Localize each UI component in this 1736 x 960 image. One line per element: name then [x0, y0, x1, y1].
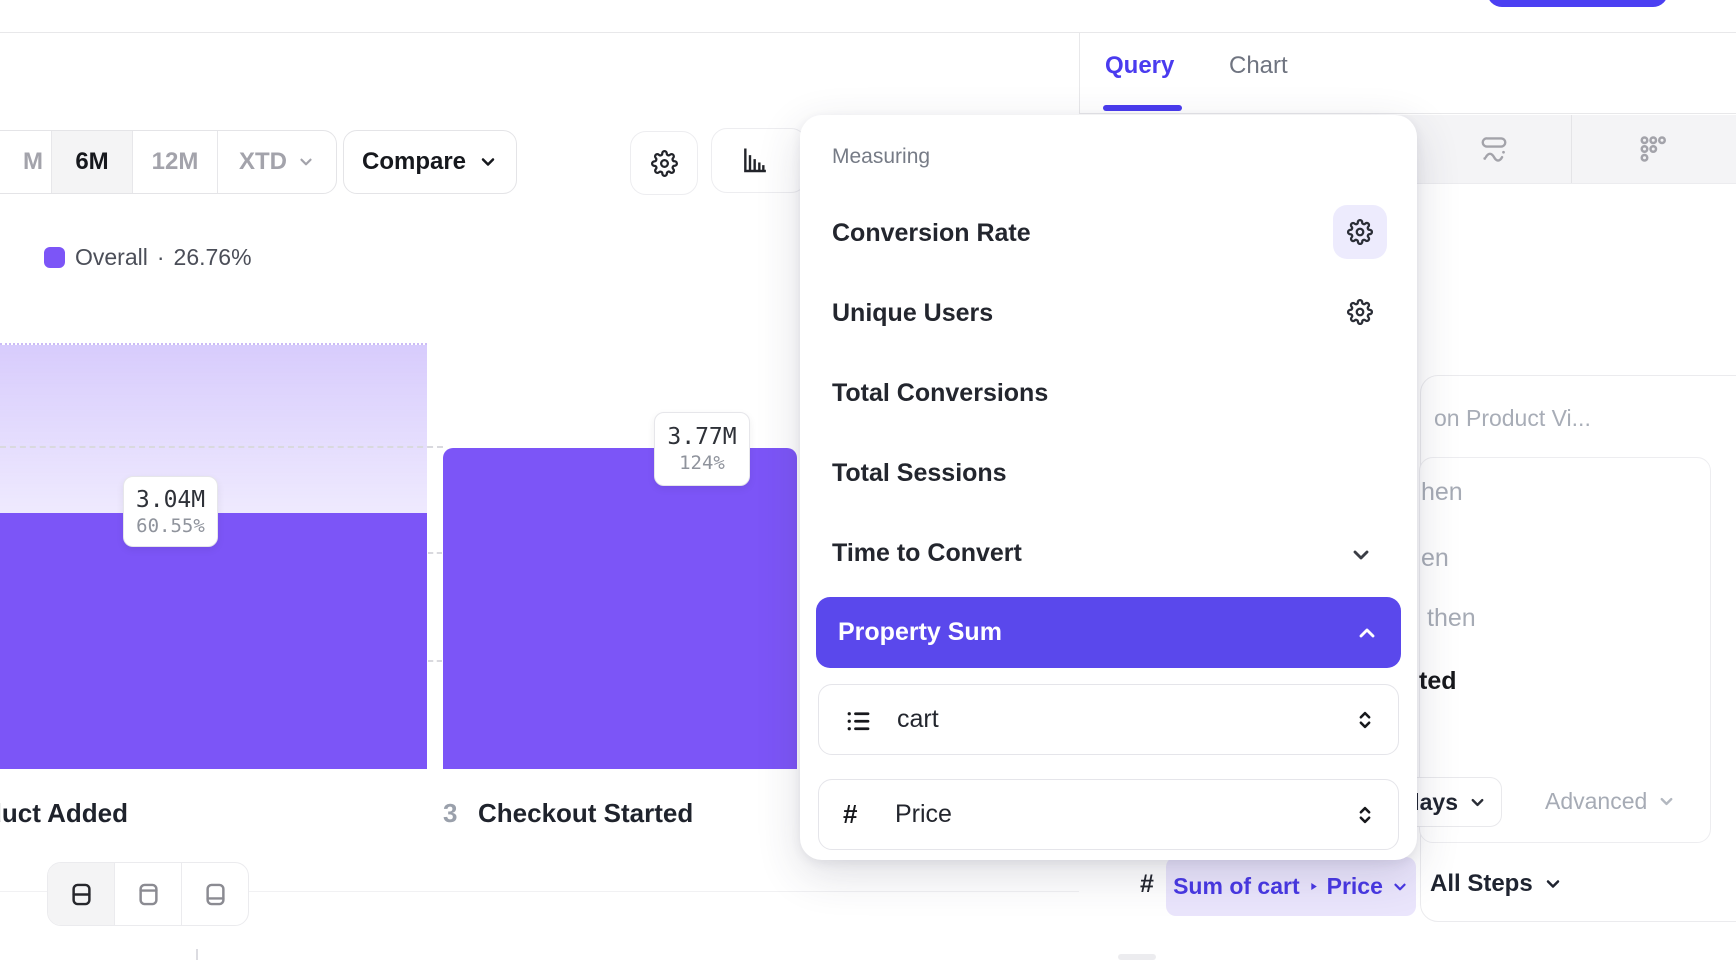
unfold-icon	[1354, 804, 1376, 826]
step3-conversion: 124%	[679, 452, 725, 474]
unique-users-settings-button[interactable]	[1333, 285, 1387, 339]
chart-type-button[interactable]	[711, 128, 807, 193]
bar-chart-icon	[738, 145, 770, 177]
layout-split-rows-button[interactable]	[48, 863, 115, 925]
flow-view-button[interactable]	[1479, 134, 1509, 164]
step-row-fragment-active: ted	[1419, 667, 1457, 695]
chip-property-label: Price	[1326, 873, 1383, 899]
table-column-divider-fragment	[196, 949, 198, 960]
triangle-right-icon	[1308, 881, 1319, 892]
funnel-bar-step2[interactable]	[0, 513, 427, 769]
chevron-down-icon	[478, 152, 498, 172]
step2-value: 3.04M	[135, 486, 206, 513]
all-steps-dropdown[interactable]: All Steps	[1430, 870, 1563, 898]
menu-title: Measuring	[832, 145, 931, 168]
step3-value: 3.77M	[667, 424, 737, 450]
legend-label: Overall	[75, 244, 148, 270]
compare-button[interactable]: Compare	[343, 130, 517, 194]
time-range-12m[interactable]: 12M	[133, 131, 218, 193]
value-label-step2: 3.04M 60.55%	[123, 476, 218, 547]
gear-icon	[1347, 299, 1373, 325]
time-range-control: M 6M 12M XTD	[0, 130, 337, 194]
advanced-label: Advanced	[1545, 788, 1648, 814]
top-panel-icon	[135, 881, 162, 908]
chevron-down-icon	[1468, 793, 1487, 812]
chevron-down-icon	[1349, 543, 1373, 567]
funnel-dash-fragment	[428, 660, 442, 662]
top-divider	[0, 32, 1736, 33]
layout-bottom-panel-button[interactable]	[182, 863, 248, 925]
chevron-down-icon	[1543, 874, 1563, 894]
bottom-panel-icon	[202, 881, 229, 908]
chevron-down-icon	[1391, 878, 1409, 896]
delays-label-fragment: lays	[1413, 788, 1458, 815]
chevron-down-icon	[297, 153, 315, 171]
menu-item-total-conversions[interactable]: Total Conversions	[832, 378, 1049, 407]
step-row-fragment: en	[1421, 544, 1449, 572]
step2-conversion: 60.55%	[136, 514, 205, 537]
card-header-fragment: on Product Vi...	[1434, 405, 1591, 431]
legend-swatch	[44, 247, 65, 268]
layout-toggle-group	[47, 862, 249, 926]
all-steps-label: All Steps	[1430, 870, 1533, 897]
sum-of-cart-price-chip[interactable]: Sum of cart Price	[1166, 857, 1416, 916]
chevron-up-icon	[1355, 621, 1379, 645]
legend-value: 26.76%	[173, 244, 252, 270]
tab-chart[interactable]: Chart	[1229, 52, 1288, 79]
legend: Overall · 26.76%	[75, 244, 252, 271]
menu-item-total-sessions[interactable]: Total Sessions	[832, 458, 1007, 487]
event-property-select[interactable]: cart	[818, 684, 1399, 755]
numeric-property-select[interactable]: # Price	[818, 779, 1399, 850]
dots-grid-icon	[1637, 134, 1667, 164]
chevron-down-icon	[1657, 792, 1676, 811]
step3-label: Checkout Started	[478, 798, 694, 828]
step-row-fragment: hen	[1421, 478, 1463, 506]
grid-view-button[interactable]	[1637, 134, 1667, 164]
legend-separator: ·	[156, 244, 165, 270]
conversion-rate-settings-button[interactable]	[1333, 205, 1387, 259]
menu-item-property-sum-selected[interactable]: Property Sum	[816, 597, 1401, 668]
numeric-property-value: Price	[895, 800, 952, 828]
step2-label-fragment: duct Added	[0, 798, 129, 828]
gear-icon	[1347, 219, 1373, 245]
chart-settings-button[interactable]	[630, 131, 698, 195]
step-row-fragment: then	[1427, 604, 1476, 632]
flow-icon	[1479, 134, 1509, 164]
list-icon	[843, 705, 873, 735]
bottom-divider	[0, 891, 1079, 892]
time-range-6m[interactable]: 6M	[52, 131, 133, 193]
menu-item-unique-users[interactable]: Unique Users	[832, 298, 994, 327]
measurement-hash-sign: #	[1140, 870, 1154, 898]
advanced-dropdown[interactable]: Advanced	[1545, 788, 1676, 815]
tab-query[interactable]: Query	[1105, 52, 1175, 79]
clipped-element-fragment	[1118, 954, 1156, 960]
gear-icon	[650, 149, 678, 177]
funnel-dashed-reference-line	[0, 446, 443, 448]
event-property-value: cart	[897, 705, 939, 733]
menu-item-conversion-rate[interactable]: Conversion Rate	[832, 218, 1031, 247]
tabbar-divider	[1079, 113, 1736, 114]
time-range-xtd[interactable]: XTD	[218, 131, 336, 193]
panel-divider	[1079, 32, 1080, 114]
property-sum-label: Property Sum	[838, 618, 1002, 646]
unfold-icon	[1354, 709, 1376, 731]
time-range-m[interactable]: M	[0, 131, 52, 193]
value-label-step3: 3.77M 124%	[654, 412, 750, 486]
measuring-menu: Measuring Conversion Rate Unique Users T…	[800, 115, 1417, 860]
step3-index: 3	[443, 798, 458, 828]
primary-action-button-fragment[interactable]	[1487, 0, 1668, 7]
layout-top-panel-button[interactable]	[115, 863, 182, 925]
funnel-dash-fragment	[428, 552, 442, 554]
chip-event-label: Sum of cart	[1173, 873, 1300, 899]
menu-item-time-to-convert[interactable]: Time to Convert	[832, 538, 1022, 567]
split-rows-icon	[68, 881, 95, 908]
active-tab-underline	[1103, 105, 1182, 111]
funnel-bar-step3[interactable]	[443, 448, 797, 769]
hash-icon: #	[843, 799, 858, 829]
toolbar-divider	[1571, 115, 1572, 183]
